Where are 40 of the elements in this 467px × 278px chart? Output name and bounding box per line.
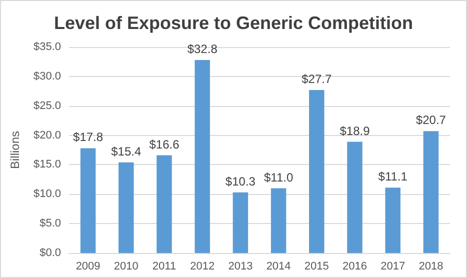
bar: [270, 188, 286, 253]
x-tick-label: 2014: [266, 260, 291, 272]
data-label: $20.7: [416, 113, 446, 128]
y-tick-label: $0.0: [40, 247, 61, 259]
data-label: $27.7: [302, 72, 332, 86]
bar: [347, 142, 362, 253]
y-tick-label: $10.0: [33, 188, 61, 200]
x-tick-label: 2015: [304, 260, 329, 272]
data-label: $18.9: [340, 124, 370, 138]
x-tick-label: 2016: [342, 260, 367, 272]
data-label: $17.8: [73, 130, 104, 144]
bar: [194, 60, 210, 253]
data-label: $10.3: [225, 174, 256, 188]
x-tick-label: 2017: [380, 260, 406, 272]
y-tick-label: $5.0: [40, 218, 61, 230]
x-tick-label: 2018: [418, 260, 444, 272]
y-tick-label: $20.0: [33, 129, 61, 142]
bar: [232, 192, 248, 253]
x-tick-label: 2010: [114, 260, 138, 272]
x-tick-label: 2012: [190, 260, 215, 272]
data-label: $16.6: [149, 137, 180, 152]
data-label: $11.1: [378, 170, 408, 184]
bar: [423, 131, 439, 253]
x-tick-label: 2011: [152, 260, 176, 272]
data-label: $11.0: [264, 170, 294, 184]
y-tick-label: $25.0: [33, 100, 61, 112]
bar: [385, 188, 400, 253]
y-tick-label: $30.0: [33, 70, 61, 82]
data-label: $32.8: [187, 42, 218, 56]
y-axis-title: Billions: [8, 130, 22, 170]
chart-title: Level of Exposure to Generic Competition: [54, 13, 414, 33]
x-tick-label: 2013: [228, 260, 253, 272]
y-tick-label: $15.0: [33, 158, 61, 171]
bar: [118, 162, 134, 253]
y-tick-label: $35.0: [33, 41, 61, 53]
bar: [309, 90, 324, 253]
bar: [156, 155, 172, 253]
data-label: $15.4: [111, 144, 142, 158]
x-tick-label: 2009: [76, 260, 100, 272]
bar: [80, 148, 96, 253]
